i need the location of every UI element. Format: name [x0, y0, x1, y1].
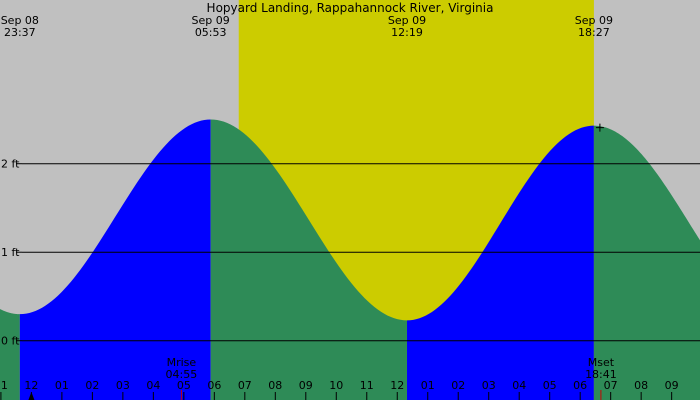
- hour-tick-label: 06: [573, 379, 587, 392]
- hour-tick-label: 06: [207, 379, 221, 392]
- tide-event-time: 12:19: [391, 26, 423, 39]
- current-time-marker: [28, 123, 604, 400]
- y-tick-label: 2 ft: [1, 158, 20, 171]
- chart-title: Hopyard Landing, Rappahannock River, Vir…: [207, 1, 494, 15]
- hour-tick-label: 08: [634, 379, 648, 392]
- y-tick-label: 0 ft: [1, 335, 20, 348]
- current-time-arrow: [28, 392, 35, 400]
- hour-tick-label: 04: [512, 379, 526, 392]
- falling-tide-area: [593, 125, 700, 400]
- hour-tick-label: 09: [299, 379, 313, 392]
- hour-tick-label: 01: [421, 379, 435, 392]
- hour-tick-label: 01: [55, 379, 69, 392]
- hour-tick-label: 03: [116, 379, 130, 392]
- moon-event-label: Mrise: [167, 356, 197, 369]
- hour-tick-label: 11: [360, 379, 374, 392]
- hour-tick-label: 02: [451, 379, 465, 392]
- tide-event-time: 18:27: [578, 26, 610, 39]
- hour-tick-label: 09: [665, 379, 679, 392]
- moon-event-time: 18:41: [585, 368, 617, 381]
- y-tick-label: 1 ft: [1, 246, 20, 259]
- hour-ticks: 11 12 01 02 03 04 05 06 07 08 09 10 11 12 01 02 03 04 05 06…: [0, 379, 679, 400]
- falling-tide-area: [0, 309, 20, 400]
- hour-tick-label: 05: [543, 379, 557, 392]
- hour-tick-label: 04: [146, 379, 160, 392]
- tide-event-date: Sep 08: [1, 14, 39, 27]
- hour-tick-label: 05: [177, 379, 191, 392]
- hour-tick-label: 12: [390, 379, 404, 392]
- hour-tick-label: 07: [604, 379, 618, 392]
- high-tide-crosshair: [595, 123, 604, 132]
- hour-tick-label: 02: [85, 379, 99, 392]
- tide-event-time: 23:37: [4, 26, 36, 39]
- tide-event-date: Sep 09: [192, 14, 230, 27]
- rising-tide-area: [19, 119, 211, 400]
- hour-tick-label: 11: [0, 379, 8, 392]
- moon-event-time: 04:55: [166, 368, 198, 381]
- tide-areas: [0, 119, 700, 400]
- hour-tick-label: 07: [238, 379, 252, 392]
- gridlines: [16, 163, 700, 342]
- hour-tick-label: 03: [482, 379, 496, 392]
- hour-tick-label: 08: [268, 379, 282, 392]
- tide-event-time: 05:53: [195, 26, 227, 39]
- falling-tide-area: [210, 119, 408, 400]
- tide-event-date: Sep 09: [388, 14, 426, 27]
- moon-event-label: Mset: [588, 356, 615, 369]
- y-axis-labels: 0 ft 1 ft 2 ft: [1, 158, 20, 348]
- tide-event-date: Sep 09: [575, 14, 613, 27]
- rising-tide-area: [407, 125, 594, 400]
- hour-tick-label: 12: [24, 379, 38, 392]
- hour-tick-label: 10: [329, 379, 343, 392]
